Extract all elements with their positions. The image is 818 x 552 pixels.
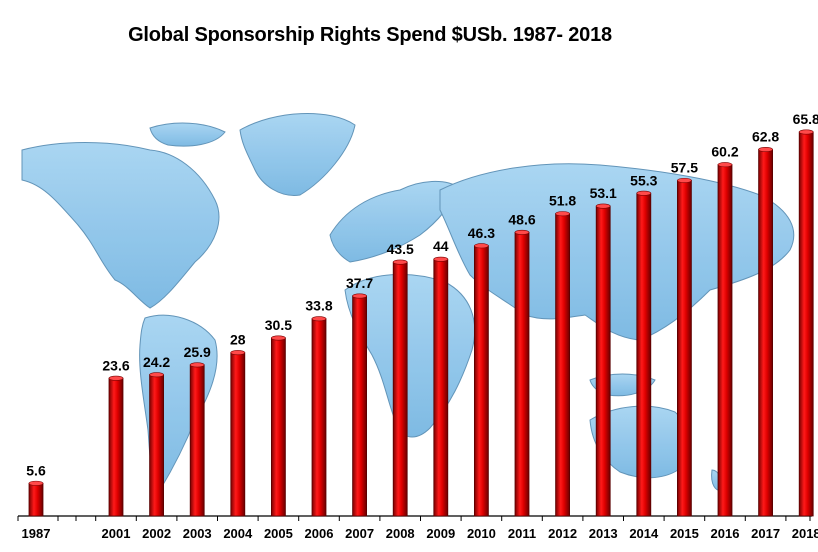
value-label-2016: 60.2 <box>711 144 738 160</box>
bar-cap-2002 <box>149 372 164 378</box>
x-tick-label-2017: 2017 <box>751 526 780 541</box>
value-label-2010: 46.3 <box>468 225 495 241</box>
bar-cap-2008 <box>392 259 408 265</box>
x-tick-label-2002: 2002 <box>142 526 171 541</box>
bar-cap-2013 <box>595 203 611 209</box>
x-tick-label-2001: 2001 <box>102 526 131 541</box>
bar-cap-2011 <box>514 229 530 235</box>
value-label-2009: 44 <box>433 238 449 254</box>
x-tick-label-2006: 2006 <box>305 526 334 541</box>
value-label-2002: 24.2 <box>143 354 170 370</box>
bar-2009 <box>433 258 449 517</box>
bar-2012 <box>555 213 570 517</box>
bar-2014 <box>636 192 652 517</box>
x-tick-label-2016: 2016 <box>711 526 740 541</box>
x-tick-label-2011: 2011 <box>508 526 536 541</box>
x-tick-label-2009: 2009 <box>426 526 455 541</box>
bar-2016 <box>717 164 733 517</box>
bar-2010 <box>473 245 489 517</box>
value-label-2013: 53.1 <box>590 185 617 201</box>
value-label-2007: 37.7 <box>346 275 373 291</box>
value-label-2003: 25.9 <box>184 344 211 360</box>
x-tick-label-2005: 2005 <box>264 526 293 541</box>
bar-cap-2014 <box>636 190 652 196</box>
bar-2003 <box>189 364 205 517</box>
bar-2015 <box>677 180 692 517</box>
value-label-2012: 51.8 <box>549 193 576 209</box>
value-label-1987: 5.6 <box>26 462 46 478</box>
bar-2007 <box>352 295 368 517</box>
bar-2013 <box>595 205 611 517</box>
bar-1987 <box>28 482 44 517</box>
bar-2011 <box>514 231 530 517</box>
x-tick-label-2015: 2015 <box>670 526 699 541</box>
value-label-2008: 43.5 <box>387 241 414 257</box>
bar-cap-2004 <box>230 350 246 356</box>
x-tick-label-2013: 2013 <box>589 526 618 541</box>
bar-cap-2010 <box>474 243 489 249</box>
x-tick-label-2003: 2003 <box>183 526 212 541</box>
value-label-2018: 65.8 <box>793 111 818 127</box>
bar-2006 <box>311 318 327 517</box>
value-label-2011: 48.6 <box>508 211 535 227</box>
x-tick-label-1987: 1987 <box>22 526 51 541</box>
bar-cap-1987 <box>28 480 44 486</box>
value-label-2005: 30.5 <box>265 317 292 333</box>
value-label-2001: 23.6 <box>102 357 129 373</box>
bar-2008 <box>392 261 408 517</box>
value-label-2014: 55.3 <box>630 172 657 188</box>
bar-2001 <box>108 377 124 517</box>
x-tick-label-2012: 2012 <box>548 526 577 541</box>
x-tick-label-2010: 2010 <box>467 526 496 541</box>
bar-cap-2015 <box>677 177 692 183</box>
bar-2017 <box>758 149 773 517</box>
x-tick-label-2008: 2008 <box>386 526 415 541</box>
bar-cap-2006 <box>311 316 327 322</box>
bar-2005 <box>270 337 286 517</box>
bar-cap-2012 <box>555 211 570 217</box>
bar-2002 <box>149 374 165 517</box>
x-tick-label-2018: 2018 <box>792 526 818 541</box>
bar-2018 <box>798 131 814 517</box>
value-label-2006: 33.8 <box>305 298 332 314</box>
bar-cap-2009 <box>433 256 449 262</box>
bar-cap-2001 <box>108 375 124 381</box>
value-label-2017: 62.8 <box>752 129 779 145</box>
bar-cap-2016 <box>717 162 733 168</box>
bar-cap-2007 <box>352 293 367 299</box>
value-label-2015: 57.5 <box>671 159 698 175</box>
value-label-2004: 28 <box>230 332 246 348</box>
x-tick-label-2004: 2004 <box>223 526 253 541</box>
bar-cap-2018 <box>798 129 814 135</box>
x-tick-label-2014: 2014 <box>629 526 659 541</box>
bar-2004 <box>230 352 246 517</box>
chart-title: Global Sponsorship Rights Spend $USb. 19… <box>128 24 612 46</box>
x-tick-label-2007: 2007 <box>345 526 374 541</box>
bar-cap-2005 <box>271 335 286 341</box>
bar-cap-2003 <box>189 362 205 368</box>
bar-cap-2017 <box>758 147 773 153</box>
